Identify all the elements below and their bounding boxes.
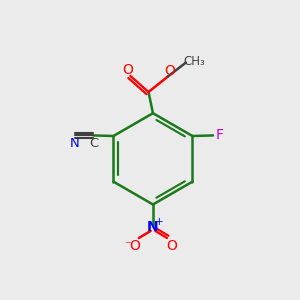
Text: O: O — [122, 64, 134, 77]
Text: O: O — [166, 239, 177, 253]
Text: F: F — [216, 128, 224, 142]
Text: ⁻: ⁻ — [124, 239, 131, 252]
Text: N: N — [146, 220, 158, 234]
Text: +: + — [155, 217, 164, 226]
Text: CH₃: CH₃ — [183, 55, 205, 68]
Text: N: N — [70, 137, 80, 150]
Text: O: O — [129, 239, 140, 253]
Text: C: C — [89, 137, 98, 150]
Text: O: O — [164, 64, 175, 78]
